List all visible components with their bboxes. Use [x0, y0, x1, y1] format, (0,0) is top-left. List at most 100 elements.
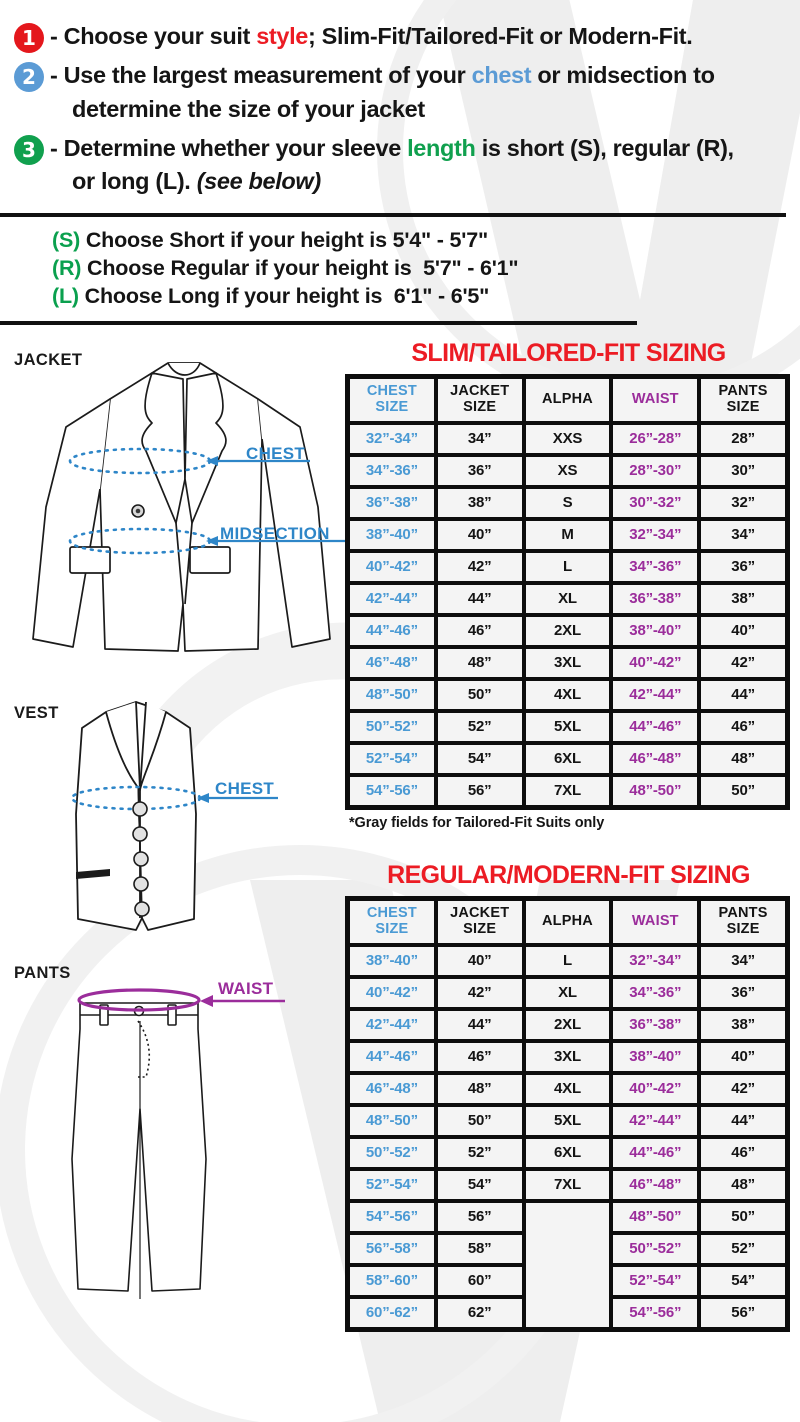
regular-fit-table-title: REGULAR/MODERN-FIT SIZING — [387, 860, 750, 889]
step-2-part-a: Use the largest measurement of your — [63, 62, 472, 89]
cell-jacket: 48” — [435, 646, 524, 679]
step-3-part-b: is short (S), regular (R), — [475, 135, 734, 162]
cell-alpha: 3XL — [523, 646, 612, 679]
table-row: 54”-56” 56” 7XL 48”-50” 50” — [348, 774, 787, 807]
cell-alpha: 2XL — [523, 1008, 612, 1041]
cell-jacket: 40” — [435, 944, 524, 977]
cell-jacket: 54” — [435, 742, 524, 775]
step-3-line-2: or long (L). (see below) — [50, 165, 734, 198]
cell-chest: 34”-36” — [348, 454, 436, 487]
cell-chest: 38”-40” — [348, 944, 436, 977]
cell-waist: 32”-34” — [611, 944, 700, 977]
cell-pants: 30” — [699, 454, 787, 487]
cell-pants: 34” — [699, 518, 787, 551]
height-text-regular: Choose Regular if your height is 5'7" - … — [87, 255, 519, 280]
height-guide-row-short: (S) Choose Short if your height is 5'4" … — [52, 227, 800, 255]
header-waist: WAIST — [611, 376, 700, 423]
cell-waist: 44”-46” — [611, 1136, 700, 1169]
cell-pants: 38” — [699, 582, 787, 615]
cell-chest: 54”-56” — [348, 1200, 436, 1233]
step-2-part-b: or midsection to — [531, 62, 715, 89]
cell-chest: 48”-50” — [348, 1104, 436, 1137]
illustrations-column: JACKET — [0, 339, 345, 1339]
cell-alpha: 4XL — [523, 1072, 612, 1105]
step-1-highlight: style — [256, 23, 309, 49]
cell-pants: 48” — [699, 1168, 787, 1201]
cell-waist: 34”-36” — [611, 550, 700, 583]
divider-bottom — [0, 320, 637, 325]
table-row: 52”-54” 54” 6XL 46”-48” 48” — [348, 742, 787, 775]
header-alpha: ALPHA — [523, 898, 612, 945]
step-3-dash: - — [50, 135, 58, 162]
table-row: 48”-50” 50” 5XL 42”-44” 44” — [348, 1104, 787, 1137]
step-number-badge-1: 1 — [14, 23, 44, 53]
cell-chest: 38”-40” — [348, 518, 436, 551]
cell-chest: 60”-62” — [348, 1296, 436, 1329]
cell-pants: 44” — [699, 678, 787, 711]
cell-alpha: 5XL — [523, 1104, 612, 1137]
step-1-part-b: ; Slim-Fit/Tailored-Fit or Modern-Fit. — [308, 23, 693, 49]
table-row: 32”-34” 34” XXS 26”-28” 28” — [348, 422, 787, 455]
cell-waist: 32”-34” — [611, 518, 700, 551]
vest-label: VEST — [14, 703, 59, 722]
cell-jacket: 46” — [435, 614, 524, 647]
table-header-row: CHEST SIZE JACKET SIZE ALPHA WAIST PANTS SI… — [348, 898, 787, 945]
cell-pants: 46” — [699, 710, 787, 743]
cell-pants: 40” — [699, 1040, 787, 1073]
cell-jacket: 52” — [435, 1136, 524, 1169]
cell-chest: 50”-52” — [348, 710, 436, 743]
table-row: 54”-56” 56” 48”-50” 50” — [348, 1200, 787, 1329]
cell-jacket: 56” — [435, 774, 524, 807]
cell-chest: 44”-46” — [348, 614, 436, 647]
step-3-part-a: Determine whether your sleeve — [63, 135, 408, 162]
cell-alpha: XL — [523, 582, 612, 615]
cell-jacket: 46” — [435, 1040, 524, 1073]
step-1-dash: - — [50, 23, 58, 49]
cell-pants: 28” — [699, 422, 787, 455]
cell-alpha: L — [523, 944, 612, 977]
table-row: 38”-40” 40” M 32”-34” 34” — [348, 518, 787, 551]
table-row: 42”-44” 44” XL 36”-38” 38” — [348, 582, 787, 615]
cell-chest: 46”-48” — [348, 1072, 436, 1105]
cell-chest: 40”-42” — [348, 550, 436, 583]
cell-waist: 34”-36” — [611, 976, 700, 1009]
slim-fit-table-body: 32”-34” 34” XXS 26”-28” 28” 34”-36” 36” XS 28”-3… — [348, 422, 787, 807]
cell-waist: 42”-44” — [611, 678, 700, 711]
cell-waist: 38”-40” — [611, 1040, 700, 1073]
header-jacket-size: JACKET SIZE — [435, 376, 524, 423]
header-pants-size: PANTS SIZE — [699, 376, 787, 423]
height-guide-row-long: (L) Choose Long if your height is 6'1" -… — [52, 283, 800, 311]
step-1-part-a: Choose your suit — [63, 23, 257, 49]
cell-pants: 36” — [699, 550, 787, 583]
cell-chest: 52”-54” — [348, 1168, 436, 1201]
cell-alpha: S — [523, 486, 612, 519]
table-row: 52”-54” 54” 7XL 46”-48” 48” — [348, 1168, 787, 1201]
cell-jacket: 50” — [435, 1104, 524, 1137]
instructions-section: 1 - Choose your suit style; Slim-Fit/Tai… — [0, 0, 800, 199]
table-row: 46”-48” 48” 3XL 40”-42” 42” — [348, 646, 787, 679]
cell-alpha: XXS — [523, 422, 612, 455]
cell-chest: 56”-58” — [348, 1232, 436, 1265]
instruction-step-2: 2 - Use the largest measurement of your … — [14, 59, 786, 126]
cell-waist: 44”-46” — [611, 710, 700, 743]
step-2-highlight: chest — [471, 62, 532, 89]
cell-chest: 58”-60” — [348, 1264, 436, 1297]
step-3-see-below: (see below) — [196, 168, 321, 195]
cell-alpha: 7XL — [523, 774, 612, 807]
cell-jacket: 54” — [435, 1168, 524, 1201]
step-number-badge-3: 3 — [14, 135, 44, 166]
step-2-dash: - — [50, 62, 58, 89]
cell-pants: 36” — [699, 976, 787, 1009]
step-3-highlight: length — [407, 135, 476, 162]
cell-alpha: XL — [523, 976, 612, 1009]
cell-chest: 50”-52” — [348, 1136, 436, 1169]
cell-jacket: 36” — [435, 454, 524, 487]
cell-jacket: 60” — [435, 1264, 524, 1297]
height-guide-section: (S) Choose Short if your height is 5'4" … — [0, 217, 800, 311]
vest-chest-callout: CHEST — [215, 778, 275, 798]
vest-illustration — [70, 700, 278, 931]
cell-pants: 50” — [699, 1200, 787, 1233]
cell-chest: 54”-56” — [348, 774, 436, 807]
table-row: 36”-38” 38” S 30”-32” 32” — [348, 486, 787, 519]
cell-pants: 54” — [699, 1264, 787, 1297]
